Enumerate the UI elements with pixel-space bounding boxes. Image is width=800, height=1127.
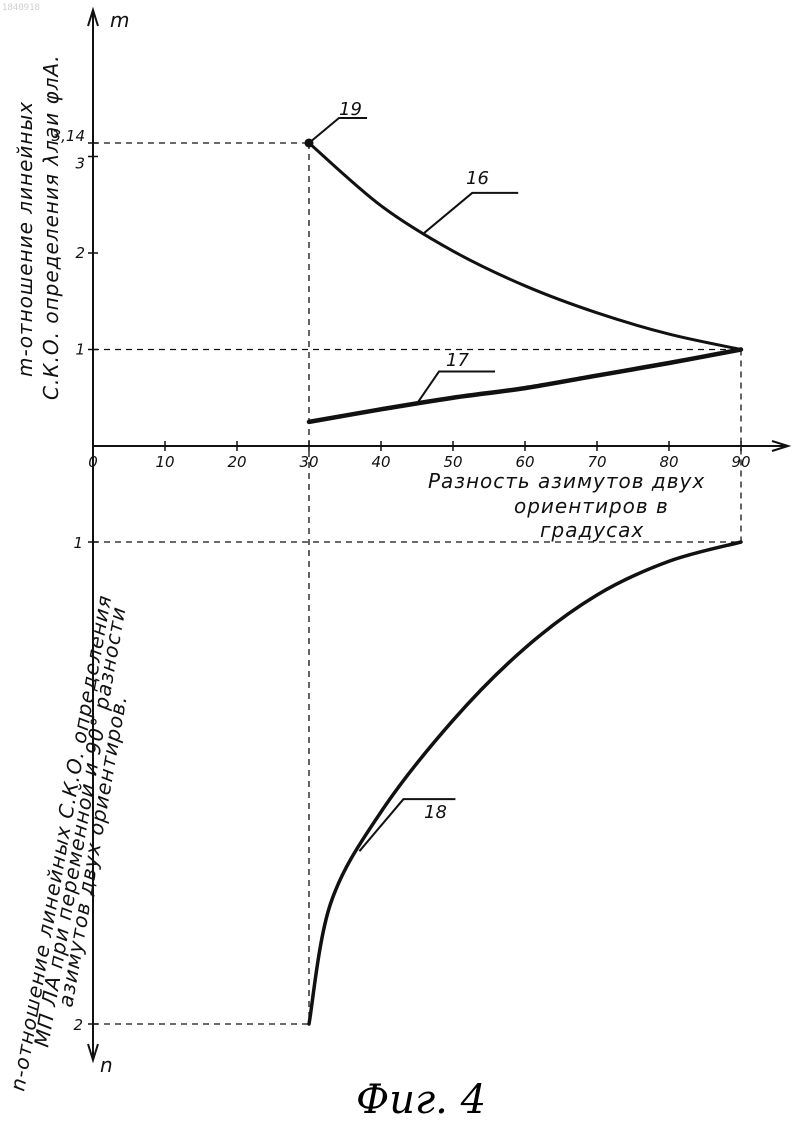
x-axis-title-line-3: градусах (540, 518, 644, 542)
m-tick-label: 3 (75, 155, 85, 173)
top-axis-title-line-1: m-отношение линейных (13, 101, 37, 377)
x-tick-label: 40 (371, 453, 390, 471)
x-tick-label: 20 (227, 453, 246, 471)
n-tick-label: 1 (73, 534, 83, 552)
top-axis-title-line-2: С.К.О. определения λлаи φлА. (39, 54, 63, 400)
dashed-guides-group (93, 143, 741, 1024)
callout-19-label: 19 (339, 99, 362, 120)
x-axis-title-line-2: ориентиров в (514, 494, 669, 518)
n-tick-label: 2 (73, 1016, 83, 1034)
callout-16-label: 16 (466, 168, 489, 189)
series-16-curve (309, 143, 741, 350)
axes-group (88, 10, 788, 1060)
m-tick-label: 1 (75, 341, 85, 359)
ticks-group: 01020304050607080901233,1412 (52, 127, 751, 1034)
callout-17-label: 17 (446, 350, 469, 371)
series-17-curve (309, 350, 741, 422)
series-18-curve (309, 542, 741, 1024)
callout-19-leader (309, 118, 367, 143)
x-axis-title-line-1: Разность азимутов двух (428, 469, 705, 493)
x-tick-label: 10 (155, 453, 174, 471)
document-stamp: 1840918 (2, 3, 40, 13)
curves-group (305, 138, 742, 1024)
callout-18-label: 18 (424, 802, 447, 823)
x-tick-label: 0 (88, 453, 98, 471)
callout-16-leader (424, 193, 518, 233)
bottom-axis-symbol: n (100, 1053, 114, 1077)
top-axis-symbol: m (110, 8, 130, 32)
m-tick-label: 2 (75, 244, 85, 262)
figure-caption: Фиг. 4 (356, 1077, 486, 1123)
